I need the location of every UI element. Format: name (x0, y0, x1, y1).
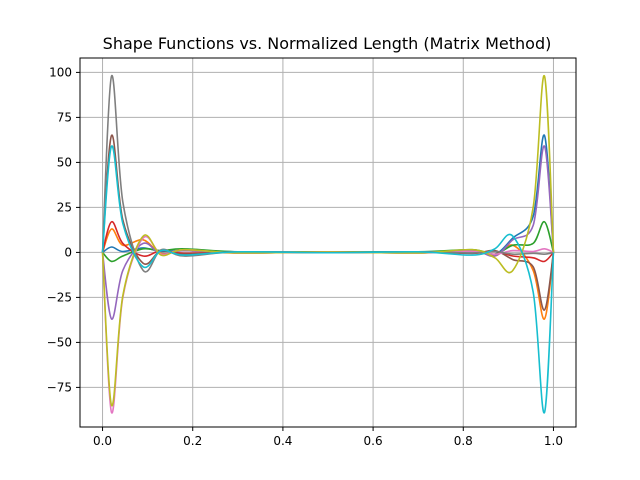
tick-layer: 0.0 0.2 0.4 0.6 0.8 1.0 −75 −50 −25 0 25 50 75 100 (47, 65, 563, 448)
series-line-10 (101, 145, 555, 414)
x-tick-label: 0.4 (273, 434, 292, 448)
y-tick-label: 100 (49, 65, 72, 79)
y-tick-label: 25 (57, 200, 72, 214)
series-line-7 (101, 235, 554, 414)
y-tick-label: 75 (57, 110, 72, 124)
y-tick-label: −25 (47, 290, 72, 304)
x-tick-label: 0.0 (93, 434, 112, 448)
y-tick-label: 50 (57, 155, 72, 169)
series-line-3 (101, 220, 555, 263)
series-line-2 (101, 228, 555, 320)
series-line-4 (101, 221, 555, 263)
series-line-1 (102, 134, 555, 256)
y-tick-label: −50 (47, 335, 72, 349)
series-line-6 (101, 134, 555, 311)
series-line-9 (101, 75, 555, 407)
plot-frame (79, 57, 577, 428)
chart-title: Shape Functions vs. Normalized Length (M… (103, 34, 552, 53)
x-tick-label: 1.0 (544, 434, 563, 448)
x-tick-label: 0.6 (364, 434, 383, 448)
y-tick-label: 0 (64, 245, 72, 259)
series-layer (101, 75, 555, 414)
series-line-8 (101, 75, 554, 273)
x-tick-label: 0.8 (454, 434, 473, 448)
series-line-5 (101, 145, 555, 320)
y-tick-label: −75 (47, 380, 72, 394)
x-tick-label: 0.2 (183, 434, 202, 448)
